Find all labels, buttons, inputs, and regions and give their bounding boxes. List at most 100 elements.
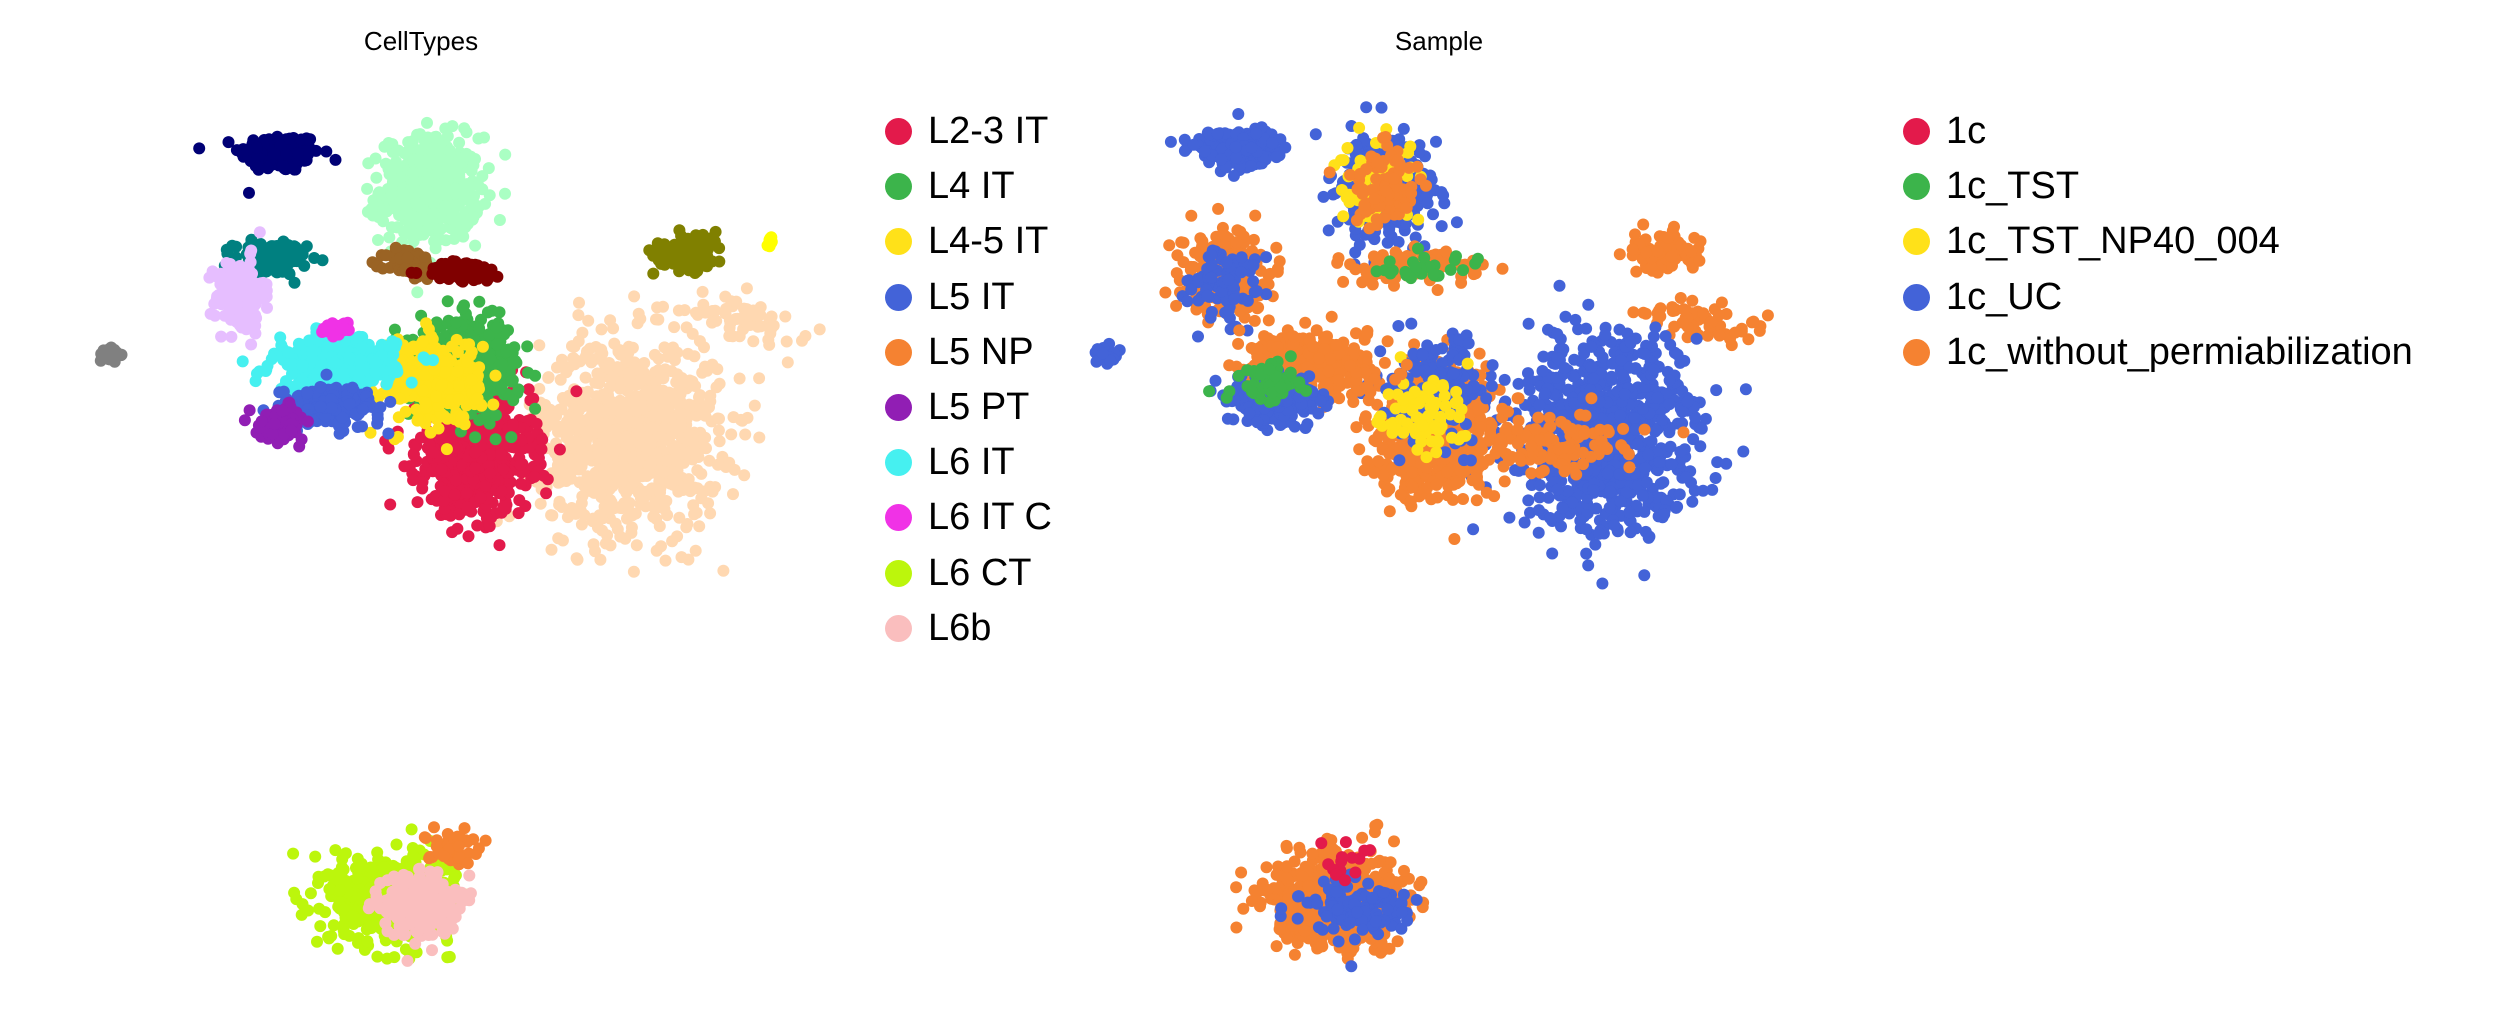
scatter-point	[779, 310, 792, 323]
scatter-point	[291, 147, 304, 160]
scatter-point	[314, 381, 327, 394]
scatter-point	[632, 487, 645, 499]
scatter-point	[215, 330, 228, 343]
scatter-point	[326, 317, 339, 330]
scatter-point	[595, 343, 608, 356]
scatter-point	[368, 355, 381, 368]
scatter-point	[595, 323, 608, 336]
scatter-point	[469, 239, 482, 252]
scatter-point	[296, 359, 309, 372]
scatter-point	[741, 411, 754, 424]
scatter-point	[398, 147, 411, 160]
scatter-point	[440, 156, 452, 169]
scatter-point	[450, 474, 462, 487]
scatter-point	[276, 404, 289, 417]
scatter-point	[446, 526, 459, 539]
scatter-point	[725, 428, 738, 441]
scatter-point	[617, 460, 630, 472]
scatter-point	[243, 186, 255, 199]
scatter-point	[419, 251, 432, 264]
scatter-point	[452, 393, 465, 406]
scatter-point	[261, 301, 273, 314]
scatter-point	[619, 449, 632, 462]
scatter-point	[460, 487, 473, 499]
scatter-point	[660, 454, 673, 467]
scatter-point	[534, 497, 547, 510]
scatter-point	[268, 417, 281, 430]
scatter-point	[327, 919, 340, 932]
scatter-point	[499, 187, 511, 200]
scatter-point	[473, 295, 486, 308]
scatter-point	[408, 175, 420, 188]
scatter-point	[338, 322, 351, 335]
scatter-point	[601, 393, 614, 406]
scatter-point	[435, 463, 448, 476]
scatter-point	[322, 930, 335, 943]
scatter-point	[638, 357, 651, 369]
scatter-point	[283, 132, 296, 145]
scatter-point	[611, 431, 624, 444]
scatter-point	[462, 530, 475, 543]
scatter-point	[575, 518, 588, 531]
scatter-point	[457, 230, 470, 243]
scatter-point	[572, 335, 585, 348]
scatter-point	[351, 872, 364, 885]
scatter-point	[592, 420, 605, 433]
scatter-point	[251, 367, 263, 380]
scatter-point	[569, 507, 582, 520]
scatter-point	[693, 245, 706, 258]
scatter-point	[343, 352, 356, 365]
scatter-point	[682, 347, 694, 360]
scatter-point	[546, 509, 559, 522]
scatter-point	[651, 301, 664, 314]
scatter-point	[441, 295, 454, 308]
scatter-point	[728, 463, 741, 476]
cluster-mint	[361, 116, 512, 299]
scatter-point	[813, 323, 826, 336]
scatter-point	[308, 252, 321, 264]
scatter-point	[346, 910, 359, 923]
scatter-point	[561, 432, 574, 445]
scatter-point	[747, 335, 760, 348]
scatter-point	[664, 343, 677, 356]
scatter-point	[653, 245, 666, 258]
scatter-point	[553, 443, 566, 456]
scatter-point	[339, 847, 352, 860]
scatter-point	[569, 354, 582, 367]
scatter-point	[667, 442, 680, 455]
scatter-point	[674, 249, 687, 262]
scatter-point	[594, 553, 607, 566]
scatter-point	[439, 199, 452, 212]
scatter-point	[535, 443, 548, 456]
scatter-point	[652, 313, 665, 326]
scatter-point	[411, 496, 424, 509]
scatter-point	[645, 421, 658, 434]
scatter-point	[689, 267, 701, 279]
scatter-point	[654, 486, 666, 499]
scatter-point	[628, 416, 641, 429]
scatter-point	[410, 196, 423, 209]
scatter-point	[730, 295, 743, 308]
scatter-point	[465, 373, 478, 386]
scatter-point	[693, 520, 706, 533]
scatter-point	[328, 356, 341, 369]
scatter-point	[399, 405, 412, 418]
scatter-point	[599, 537, 612, 550]
scatter-point	[796, 334, 808, 347]
scatter-point	[448, 232, 461, 245]
scatter-point	[303, 334, 316, 347]
scatter-point	[460, 193, 473, 206]
scatter-point	[660, 411, 673, 424]
scatter-point	[414, 144, 427, 156]
scatter-point	[370, 171, 383, 184]
scatter-point	[604, 314, 617, 327]
scatter-point	[645, 455, 658, 468]
scatter-point	[422, 185, 435, 198]
scatter-point	[380, 249, 392, 262]
scatter-point	[673, 224, 686, 237]
scatter-point	[512, 507, 525, 520]
scatter-point	[584, 342, 596, 355]
scatter-point	[471, 392, 484, 405]
scatter-point	[412, 413, 424, 426]
scatter-point	[599, 434, 611, 447]
